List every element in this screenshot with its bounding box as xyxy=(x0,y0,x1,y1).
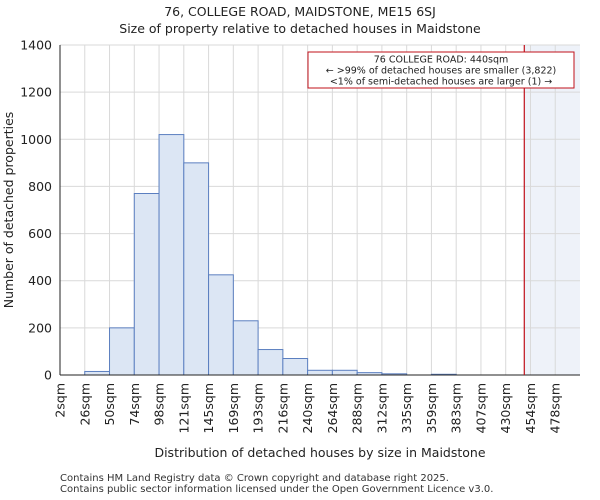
x-tick-label: 2sqm xyxy=(53,383,68,418)
marker-annotation-box xyxy=(307,51,575,89)
y-tick-label: 1000 xyxy=(20,132,52,147)
x-tick-label: 121sqm xyxy=(176,383,191,433)
x-tick-label: 407sqm xyxy=(473,383,488,433)
x-tick-label: 430sqm xyxy=(498,383,513,433)
x-tick-label: 50sqm xyxy=(102,383,117,426)
y-axis-label: Number of detached properties xyxy=(1,112,16,309)
x-tick-label: 193sqm xyxy=(251,383,266,433)
marker-shaded-region xyxy=(524,45,580,375)
x-tick-label: 478sqm xyxy=(548,383,563,433)
marker-annotation-title: 76 COLLEGE ROAD: 440sqm xyxy=(374,55,509,66)
x-tick-label: 216sqm xyxy=(275,383,290,433)
footer-line-2: Contains public sector information licen… xyxy=(60,484,494,495)
chart-subtitle: Size of property relative to detached ho… xyxy=(119,21,481,36)
x-tick-label: 383sqm xyxy=(449,383,464,433)
histogram-chart: 0 200 400 600 800 1000 1200 1400 2sqm 26sqm 50sqm 7… xyxy=(1,38,580,460)
y-tick-label: 400 xyxy=(28,273,52,288)
x-tick-label: 240sqm xyxy=(300,383,315,433)
x-tick-label: 454sqm xyxy=(523,383,538,433)
histogram-bar xyxy=(84,370,111,376)
x-tick-label: 145sqm xyxy=(201,383,216,433)
x-tick-label: 288sqm xyxy=(350,383,365,433)
x-tick-label: 169sqm xyxy=(226,383,241,433)
histogram-bar xyxy=(208,274,234,376)
histogram-bar xyxy=(158,134,185,376)
histogram-bar xyxy=(232,320,259,376)
x-tick-label: 264sqm xyxy=(325,383,340,433)
x-tick-label: 335sqm xyxy=(399,383,414,433)
y-tick-label: 200 xyxy=(28,320,52,335)
chart-title: 76, COLLEGE ROAD, MAIDSTONE, ME15 6SJ xyxy=(164,4,436,19)
histogram-bar xyxy=(257,349,284,376)
marker-annotation-larger: <1% of semi-detached houses are larger (… xyxy=(330,77,552,88)
histogram-bar xyxy=(282,358,309,376)
x-tick-label: 98sqm xyxy=(152,383,167,426)
histogram-bar xyxy=(133,193,160,376)
x-tick-label: 74sqm xyxy=(127,383,142,426)
y-tick-label: 800 xyxy=(28,179,52,194)
x-tick-label: 312sqm xyxy=(374,383,389,433)
y-tick-label: 1400 xyxy=(20,38,52,53)
x-tick-label: 359sqm xyxy=(424,383,439,433)
histogram-bar xyxy=(307,369,333,376)
x-tick-label: 26sqm xyxy=(77,383,92,426)
x-axis-label: Distribution of detached houses by size … xyxy=(154,445,485,460)
y-tick-label: 1200 xyxy=(20,85,52,100)
marker-annotation-smaller: ← >99% of detached houses are smaller (3… xyxy=(326,66,557,77)
y-tick-label: 0 xyxy=(44,368,52,383)
histogram-bar xyxy=(183,162,210,376)
y-tick-label: 600 xyxy=(28,226,52,241)
histogram-bar xyxy=(331,369,358,376)
footer-line-1: Contains HM Land Registry data © Crown c… xyxy=(60,473,449,484)
histogram-bar xyxy=(109,327,135,376)
